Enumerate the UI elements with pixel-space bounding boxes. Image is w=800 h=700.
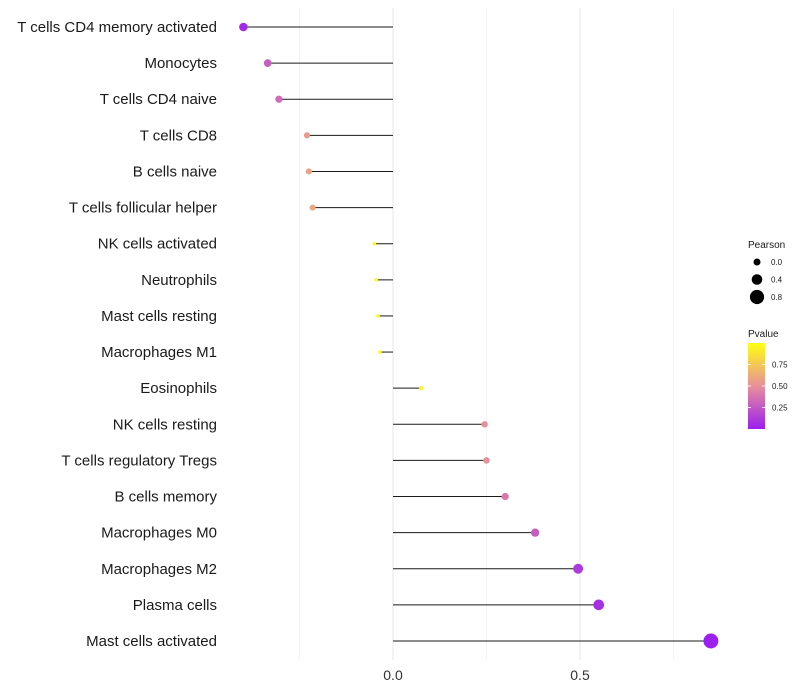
size-legend-label: 0.8 (771, 293, 783, 302)
lollipop-dot (419, 386, 424, 391)
grid-layer (299, 8, 674, 660)
lollipop-dot (309, 204, 316, 211)
category-label: Monocytes (144, 55, 217, 72)
legend: Pearson Pvalue 0.0 0.4 0.8 0.75 0.50 0.25 (748, 240, 788, 429)
category-label: Eosinophils (140, 380, 217, 397)
category-label: NK cells resting (113, 416, 217, 433)
color-legend-title: Pvalue (748, 329, 779, 340)
category-label: T cells regulatory Tregs (61, 452, 217, 469)
category-label: T cells CD4 naive (100, 91, 217, 108)
x-tick-label: 0.0 (383, 667, 403, 683)
lollipop-dot (239, 22, 248, 32)
category-label: Mast cells resting (101, 308, 217, 325)
size-legend-dot (751, 274, 763, 285)
category-label: T cells CD8 (140, 127, 217, 144)
lollipop-dot (376, 314, 380, 318)
category-label: Plasma cells (133, 597, 217, 614)
color-legend-label: 0.75 (772, 361, 788, 370)
color-bar (748, 343, 765, 429)
size-legend-title: Pearson (748, 240, 785, 251)
lollipop-dot (501, 492, 509, 501)
category-label: T cells CD4 memory activated (17, 19, 217, 36)
lollipop-dot (593, 599, 605, 611)
lollipop-dot (483, 457, 490, 464)
category-label: Macrophages M2 (101, 561, 217, 578)
category-label: Macrophages M1 (101, 344, 217, 361)
category-label: B cells memory (114, 489, 217, 506)
category-label: Neutrophils (141, 272, 217, 289)
category-label: B cells naive (133, 163, 217, 180)
lollipop-dot (303, 132, 311, 139)
lollipop-dot (530, 528, 540, 537)
size-legend-label: 0.4 (771, 276, 783, 285)
size-legend-label: 0.0 (771, 258, 783, 267)
category-label: Macrophages M0 (101, 525, 217, 542)
lollipop-dot (372, 241, 377, 246)
size-legend-dot (753, 258, 761, 266)
color-legend-label: 0.25 (772, 404, 788, 413)
x-axis-ticks: 0.0 0.5 (383, 667, 590, 683)
lollipop-dot (703, 633, 719, 649)
lollipop-dot (374, 278, 378, 282)
lollipop-dot (275, 95, 283, 103)
lollipop-dot (305, 168, 312, 175)
stem-layer (243, 26, 711, 642)
category-label: NK cells activated (98, 236, 217, 253)
size-legend-dot (749, 289, 765, 305)
category-label: T cells follicular helper (69, 200, 217, 217)
lollipop-dot (481, 421, 488, 428)
color-legend-label: 0.50 (772, 382, 788, 391)
category-label: Mast cells activated (86, 633, 217, 650)
lollipop-dot (263, 59, 272, 67)
lollipop-dot (378, 350, 382, 354)
lollipop-dot (573, 563, 584, 574)
x-tick-label: 0.5 (570, 667, 590, 683)
category-labels: T cells CD4 memory activated Monocytes T c… (17, 19, 217, 650)
dot-layer (239, 22, 719, 649)
